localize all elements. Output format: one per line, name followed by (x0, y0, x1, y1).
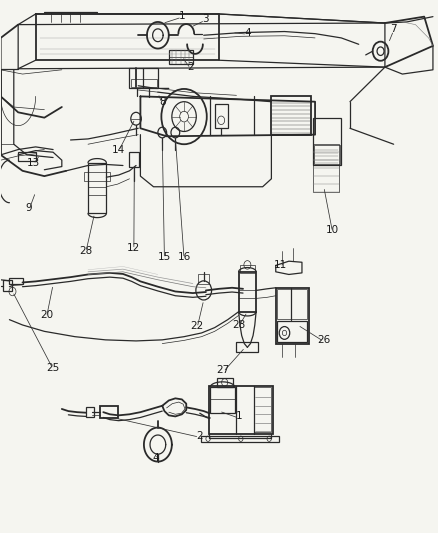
Text: 12: 12 (127, 243, 141, 253)
Bar (313, 118, 341, 165)
Bar (86, 407, 94, 417)
Bar (215, 104, 228, 128)
Text: 13: 13 (27, 158, 40, 168)
Bar (210, 387, 235, 413)
Bar (130, 152, 139, 166)
Text: 10: 10 (326, 225, 339, 236)
Bar (88, 163, 106, 213)
Text: 3: 3 (202, 14, 208, 24)
Bar (240, 265, 255, 273)
Bar (130, 68, 158, 88)
Text: 15: 15 (158, 252, 171, 262)
Bar (272, 96, 311, 135)
Text: 7: 7 (390, 24, 397, 34)
Text: 4: 4 (152, 453, 159, 463)
Bar (169, 50, 193, 64)
Text: 9: 9 (26, 203, 32, 213)
Text: 28: 28 (79, 246, 92, 255)
Text: 22: 22 (191, 321, 204, 331)
Bar (217, 377, 233, 387)
Bar (254, 387, 272, 432)
Text: 2: 2 (187, 62, 194, 72)
Text: 4: 4 (244, 28, 251, 38)
Bar (276, 288, 308, 344)
Bar (277, 289, 307, 319)
Text: 14: 14 (112, 144, 125, 155)
Text: 28: 28 (232, 320, 245, 330)
Bar (239, 272, 256, 312)
Bar (18, 152, 35, 161)
Bar (198, 274, 209, 284)
Bar (277, 321, 307, 342)
Text: 1: 1 (179, 11, 185, 21)
Bar (131, 79, 156, 87)
Text: 27: 27 (217, 365, 230, 375)
Bar (313, 144, 339, 192)
Bar (84, 172, 110, 181)
Text: 26: 26 (317, 335, 330, 345)
Text: 8: 8 (159, 96, 166, 107)
Bar (100, 406, 118, 418)
Text: 25: 25 (46, 362, 60, 373)
Text: 11: 11 (273, 261, 287, 270)
Bar (3, 280, 12, 292)
Bar (201, 435, 279, 442)
Bar (314, 146, 340, 164)
Text: 1: 1 (235, 411, 242, 422)
Text: 2: 2 (196, 431, 203, 441)
Bar (237, 342, 258, 352)
Text: 20: 20 (40, 310, 53, 320)
Text: 16: 16 (177, 252, 191, 262)
Bar (209, 386, 273, 434)
Bar (10, 278, 22, 284)
